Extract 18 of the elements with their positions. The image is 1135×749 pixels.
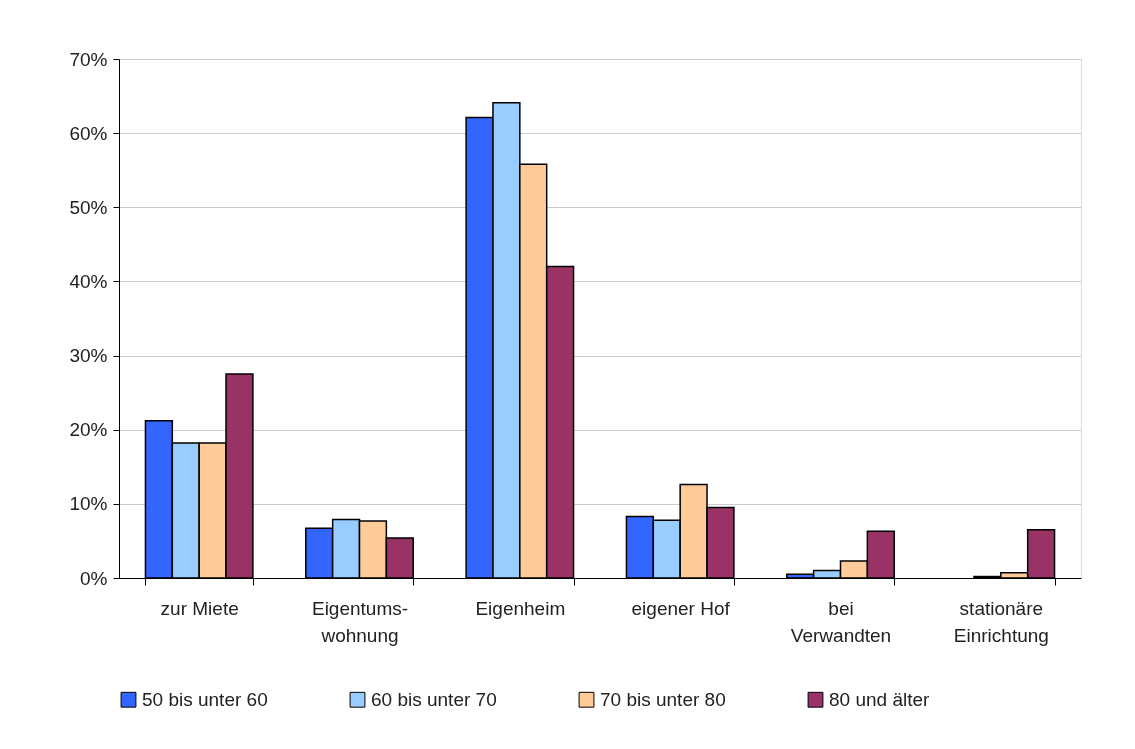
legend-label: 50 bis unter 60 <box>142 688 268 710</box>
legend-label: 60 bis unter 70 <box>371 688 497 710</box>
x-tick-label: zur Miete <box>160 597 239 619</box>
y-tick-label: 40% <box>69 270 108 292</box>
x-tick-label: Eigentums- wohnung <box>311 597 409 646</box>
y-tick-label: 30% <box>69 345 108 367</box>
legend-label: 80 und älter <box>829 688 931 710</box>
legend-label: 70 bis unter 80 <box>600 688 726 710</box>
y-tick-label: 0% <box>80 567 108 589</box>
y-tick-label: 70% <box>69 48 108 70</box>
y-tick-label: 50% <box>69 196 108 218</box>
x-tick-label: eigener Hof <box>631 597 731 619</box>
y-tick-label: 20% <box>69 419 108 441</box>
y-tick-label: 60% <box>69 122 108 144</box>
y-tick-label: 10% <box>69 493 108 515</box>
x-tick-label: stationäre Einrichtung <box>953 597 1049 646</box>
x-tick-label: bei Verwandten <box>790 597 892 646</box>
x-tick-label: Eigenheim <box>475 597 566 619</box>
